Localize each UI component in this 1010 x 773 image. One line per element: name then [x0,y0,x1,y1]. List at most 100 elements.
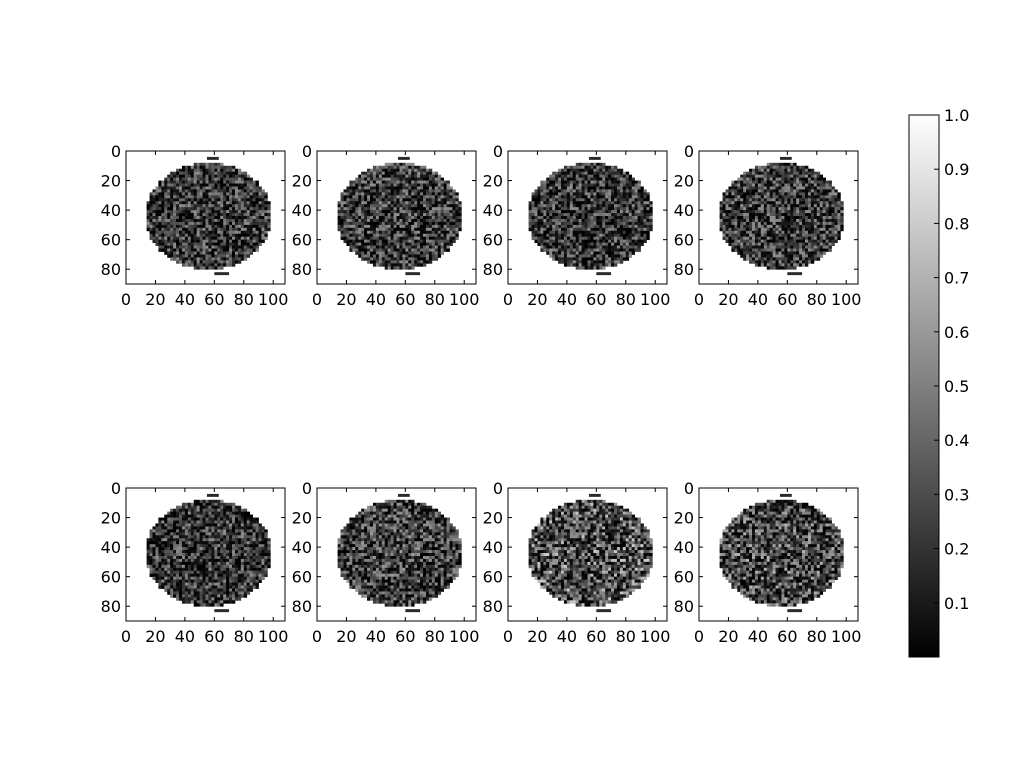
x-tick-label: 0 [503,627,513,646]
x-tick-label: 40 [557,627,577,646]
y-tick-label: 60 [101,568,121,587]
x-tick-label: 0 [121,290,131,309]
x-tick-label: 60 [395,627,415,646]
x-tick-label: 40 [366,627,386,646]
y-tick-label: 20 [674,509,694,528]
x-tick-label: 0 [694,627,704,646]
y-tick-label: 80 [483,597,503,616]
x-tick-label: 60 [395,290,415,309]
x-tick-label: 40 [175,290,195,309]
y-tick-label: 20 [292,172,312,191]
y-tick-label: 40 [292,201,312,220]
y-tick-label: 40 [483,538,503,557]
x-tick-label: 80 [616,290,636,309]
axes-frame [698,487,859,622]
x-tick-label: 100 [449,627,480,646]
y-tick-label: 80 [101,260,121,279]
x-tick-label: 80 [807,627,827,646]
x-tick-label: 0 [121,627,131,646]
x-tick-label: 20 [527,627,547,646]
y-tick-label: 80 [292,597,312,616]
x-tick-label: 0 [694,290,704,309]
x-tick-label: 0 [503,290,513,309]
colorbar-tick-label: 0.6 [944,323,969,342]
x-tick-label: 20 [336,627,356,646]
y-tick-label: 40 [483,201,503,220]
x-tick-label: 40 [557,290,577,309]
heatmap-image [528,156,653,276]
colorbar-tick-label: 0.8 [944,214,969,233]
y-tick-label: 80 [101,597,121,616]
heatmap-image [146,493,271,613]
x-tick-label: 100 [258,290,289,309]
x-tick-label: 60 [586,290,606,309]
y-tick-label: 40 [674,201,694,220]
y-tick-label: 60 [674,568,694,587]
x-tick-label: 0 [312,627,322,646]
axes-frame [507,150,668,285]
colorbar-tick-label: 0.1 [944,594,969,613]
heatmap-image [528,493,653,613]
heatmap-image [719,156,844,276]
y-tick-label: 80 [292,260,312,279]
y-tick-label: 0 [684,479,694,498]
x-tick-label: 80 [425,627,445,646]
colorbar-tick-label: 0.3 [944,485,969,504]
y-tick-label: 0 [684,142,694,161]
x-tick-label: 40 [366,290,386,309]
y-tick-label: 0 [302,479,312,498]
y-tick-label: 20 [483,172,503,191]
y-tick-label: 0 [302,142,312,161]
x-tick-label: 100 [640,290,671,309]
x-tick-label: 40 [748,290,768,309]
y-tick-label: 20 [101,172,121,191]
x-tick-label: 60 [777,627,797,646]
y-tick-label: 20 [674,172,694,191]
x-tick-label: 20 [145,627,165,646]
y-tick-label: 60 [483,231,503,250]
x-tick-label: 100 [831,627,862,646]
colorbar-tick-label: 0.9 [944,160,969,179]
y-tick-label: 60 [101,231,121,250]
y-tick-label: 0 [111,142,121,161]
y-tick-label: 80 [483,260,503,279]
y-tick-label: 0 [111,479,121,498]
heatmap-image [146,156,271,276]
colorbar: 0.1 0.2 0.3 0.4 0.5 0.6 0.7 0.8 0.9 1.0 [908,106,969,658]
y-tick-label: 40 [674,538,694,557]
x-tick-label: 100 [640,627,671,646]
x-tick-label: 20 [527,290,547,309]
x-tick-label: 100 [449,290,480,309]
y-tick-label: 60 [292,568,312,587]
y-tick-label: 40 [292,538,312,557]
x-tick-label: 0 [312,290,322,309]
x-tick-label: 80 [616,627,636,646]
y-tick-label: 80 [674,260,694,279]
x-tick-label: 80 [234,290,254,309]
x-tick-label: 80 [234,627,254,646]
x-tick-label: 20 [145,290,165,309]
x-tick-label: 80 [807,290,827,309]
x-tick-label: 100 [831,290,862,309]
y-tick-label: 80 [674,597,694,616]
colorbar-tick-label: 1.0 [944,106,969,125]
axes-frame [125,487,286,622]
x-tick-label: 100 [258,627,289,646]
y-tick-label: 60 [292,231,312,250]
x-tick-label: 20 [718,627,738,646]
x-tick-label: 20 [718,290,738,309]
axes-frame [316,487,477,622]
y-tick-label: 0 [493,142,503,161]
y-tick-label: 20 [483,509,503,528]
axes-frame [125,150,286,285]
colorbar-tick-label: 0.5 [944,377,969,396]
x-tick-label: 40 [748,627,768,646]
y-tick-label: 20 [101,509,121,528]
x-tick-label: 40 [175,627,195,646]
